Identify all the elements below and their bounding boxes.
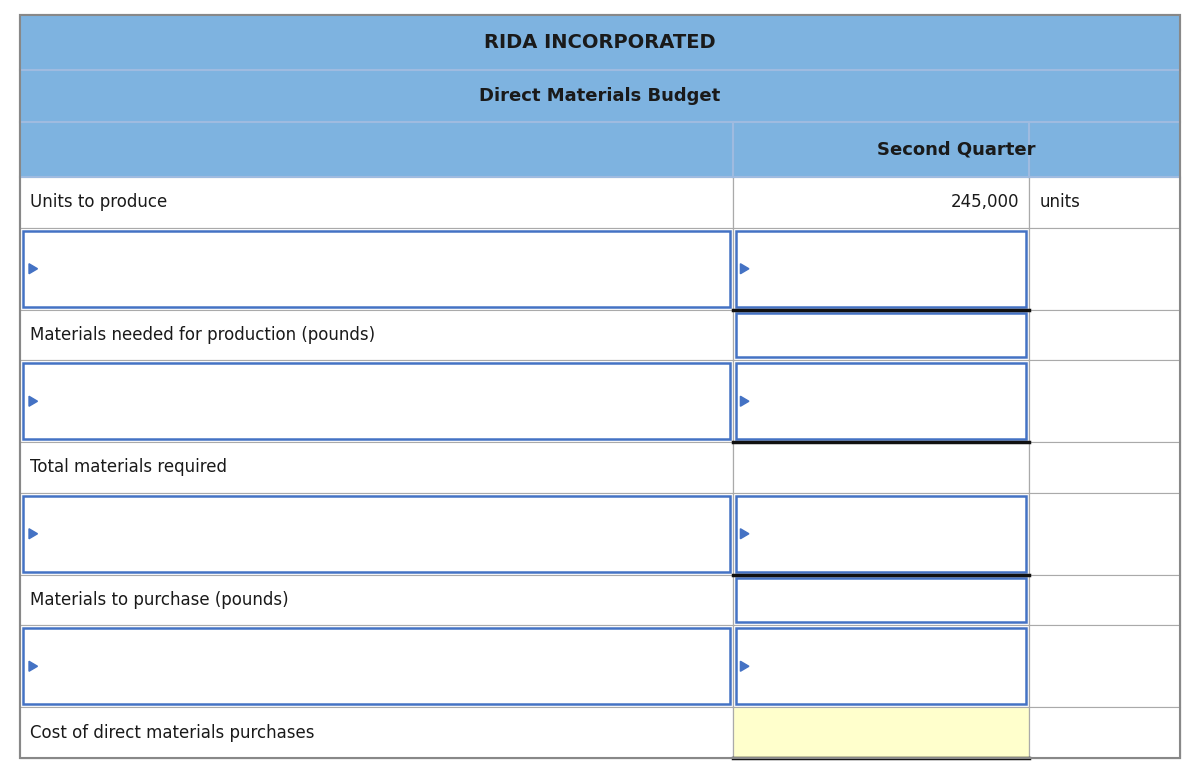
Polygon shape bbox=[29, 661, 37, 671]
Bar bbox=[733, 228, 1030, 309]
Bar bbox=[733, 360, 1030, 442]
Bar bbox=[737, 231, 1026, 307]
Bar bbox=[737, 363, 1026, 439]
Bar bbox=[733, 493, 1030, 574]
Text: Units to produce: Units to produce bbox=[30, 193, 167, 212]
Bar bbox=[23, 363, 731, 439]
Bar bbox=[20, 625, 733, 707]
Bar bbox=[23, 496, 731, 571]
Bar bbox=[23, 628, 731, 704]
Bar bbox=[1030, 574, 1180, 625]
Bar bbox=[20, 122, 733, 177]
Bar bbox=[20, 70, 1180, 122]
Bar bbox=[23, 231, 731, 307]
Polygon shape bbox=[740, 397, 749, 407]
Text: RIDA INCORPORATED: RIDA INCORPORATED bbox=[484, 33, 716, 52]
Bar bbox=[20, 442, 733, 493]
Bar bbox=[1030, 493, 1180, 574]
Text: Materials needed for production (pounds): Materials needed for production (pounds) bbox=[30, 326, 376, 344]
Bar bbox=[733, 122, 1030, 177]
Bar bbox=[1030, 122, 1180, 177]
Text: Total materials required: Total materials required bbox=[30, 458, 227, 476]
Text: Direct Materials Budget: Direct Materials Budget bbox=[479, 87, 721, 105]
Bar bbox=[20, 707, 733, 758]
Bar bbox=[733, 707, 1030, 758]
Bar bbox=[1030, 360, 1180, 442]
Bar bbox=[1030, 707, 1180, 758]
Bar bbox=[737, 577, 1026, 622]
Polygon shape bbox=[29, 264, 37, 274]
Bar bbox=[20, 309, 733, 360]
Text: Cost of direct materials purchases: Cost of direct materials purchases bbox=[30, 724, 314, 741]
Bar bbox=[733, 625, 1030, 707]
Bar bbox=[1030, 625, 1180, 707]
Bar bbox=[733, 442, 1030, 493]
Bar bbox=[20, 574, 733, 625]
Text: units: units bbox=[1039, 193, 1080, 212]
Bar bbox=[737, 496, 1026, 571]
Bar bbox=[20, 15, 1180, 70]
Bar bbox=[733, 177, 1030, 228]
Bar bbox=[1030, 228, 1180, 309]
Polygon shape bbox=[29, 529, 37, 539]
Polygon shape bbox=[740, 661, 749, 671]
Polygon shape bbox=[740, 264, 749, 274]
Bar bbox=[737, 312, 1026, 357]
Bar bbox=[1030, 442, 1180, 493]
Bar bbox=[733, 309, 1030, 360]
Text: Materials to purchase (pounds): Materials to purchase (pounds) bbox=[30, 591, 289, 609]
Bar bbox=[20, 360, 733, 442]
Bar bbox=[1030, 309, 1180, 360]
Bar bbox=[20, 493, 733, 574]
Polygon shape bbox=[740, 529, 749, 539]
Bar bbox=[1030, 177, 1180, 228]
Bar bbox=[737, 628, 1026, 704]
Bar bbox=[733, 574, 1030, 625]
Text: 245,000: 245,000 bbox=[950, 193, 1019, 212]
Bar bbox=[20, 228, 733, 309]
Text: Second Quarter: Second Quarter bbox=[877, 141, 1036, 158]
Bar bbox=[20, 177, 733, 228]
Polygon shape bbox=[29, 397, 37, 407]
